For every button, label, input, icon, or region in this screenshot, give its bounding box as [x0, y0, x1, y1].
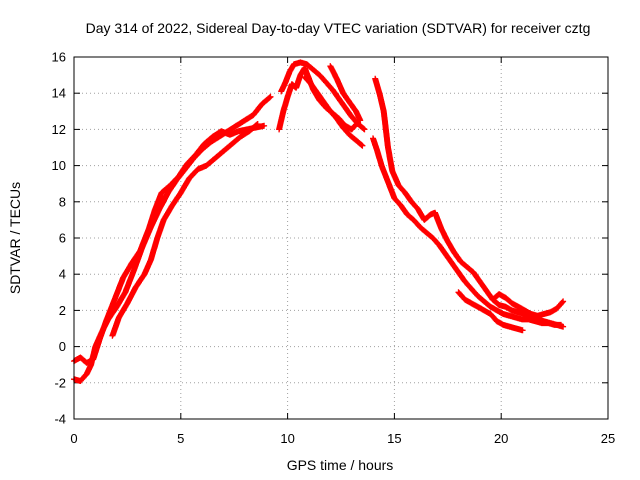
y-tick-label: 14: [52, 86, 66, 101]
series-markers: [327, 63, 364, 124]
x-tick-label: 20: [494, 431, 508, 446]
data-series: [71, 59, 567, 384]
y-tick-label: 0: [59, 339, 66, 354]
series-markers: [278, 59, 368, 133]
y-tick-label: 10: [52, 158, 66, 173]
y-tick-label: 8: [59, 194, 66, 209]
series-markers: [372, 75, 567, 330]
series-track-5: [278, 59, 368, 133]
series-markers: [455, 289, 526, 334]
x-tick-label: 15: [387, 431, 401, 446]
axis-ticks: 0 5 10 15 20 25 -4 -2 0 2 4 6 8 10 12 14 16: [52, 50, 616, 447]
y-tick-label: 2: [59, 303, 66, 318]
series-track-3: [109, 121, 261, 339]
series-track-2: [71, 122, 268, 366]
series-markers: [109, 121, 261, 339]
x-axis-label: GPS time / hours: [287, 457, 394, 473]
x-tick-label: 25: [601, 431, 615, 446]
y-axis-label: SDTVAR / TECUs: [7, 182, 23, 294]
x-tick-label: 0: [70, 431, 77, 446]
y-tick-label: -2: [54, 375, 66, 390]
y-tick-label: 6: [59, 231, 66, 246]
chart-title: Day 314 of 2022, Sidereal Day-to-day VTE…: [86, 20, 591, 36]
y-tick-label: 16: [52, 50, 66, 65]
plot-frame: [73, 56, 609, 420]
x-tick-label: 10: [280, 431, 294, 446]
series-track-11: [489, 291, 567, 319]
series-track-9: [372, 75, 567, 330]
y-tick-label: 4: [59, 267, 66, 282]
grid: [74, 57, 608, 419]
series-markers: [71, 122, 268, 366]
y-tick-label: -4: [54, 412, 66, 427]
series-track-6: [301, 73, 366, 149]
series-track-7: [327, 63, 364, 124]
series-track-10: [455, 289, 526, 334]
series-markers: [301, 73, 366, 149]
series-markers: [489, 291, 567, 319]
y-tick-label: 12: [52, 122, 66, 137]
x-tick-label: 5: [177, 431, 184, 446]
